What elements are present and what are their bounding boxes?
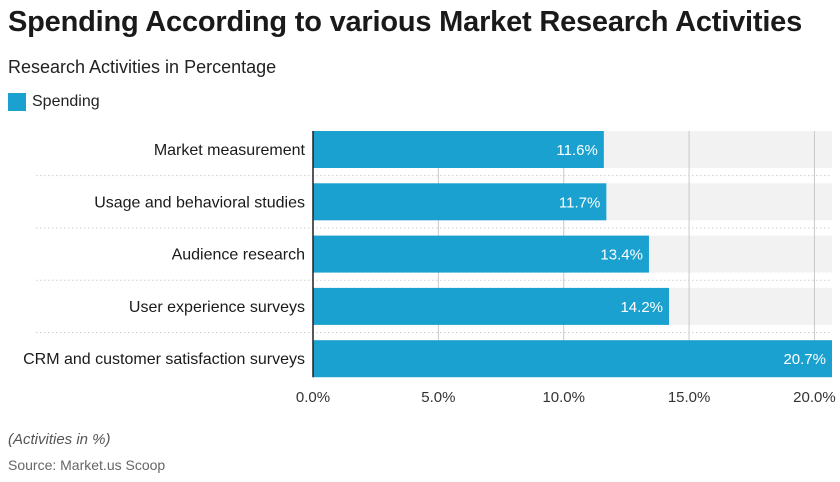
bar xyxy=(313,287,670,325)
legend: Spending xyxy=(8,93,100,111)
category-label: Market measurement xyxy=(154,142,306,159)
x-tick-label: 20.0% xyxy=(793,389,836,406)
legend-swatch xyxy=(8,93,26,111)
bar xyxy=(313,235,649,273)
category-label: Usage and behavioral studies xyxy=(94,194,305,211)
bar-value-label: 11.6% xyxy=(556,142,597,159)
x-tick-label: 0.0% xyxy=(296,389,330,406)
bar-value-label: 11.7% xyxy=(559,194,600,211)
bar xyxy=(313,183,607,221)
bar-value-label: 13.4% xyxy=(600,247,643,264)
bar xyxy=(313,131,604,168)
category-label: CRM and customer satisfaction surveys xyxy=(23,351,305,368)
category-label: User experience surveys xyxy=(129,299,305,316)
footnote: (Activities in %) xyxy=(8,431,111,448)
chart-title: Spending According to various Market Res… xyxy=(8,6,803,38)
legend-label: Spending xyxy=(32,93,100,110)
category-label: Audience research xyxy=(172,247,305,264)
bar xyxy=(313,340,832,378)
bar-value-label: 14.2% xyxy=(620,299,663,316)
x-tick-label: 10.0% xyxy=(542,389,585,406)
source-note: Source: Market.us Scoop xyxy=(8,457,166,473)
bar-value-label: 20.7% xyxy=(783,351,826,368)
x-tick-label: 5.0% xyxy=(421,389,455,406)
chart-subtitle: Research Activities in Percentage xyxy=(8,57,277,77)
bar-chart: 11.6% Market measurement 11.7% Usage and be… xyxy=(23,131,836,406)
x-tick-label: 15.0% xyxy=(668,389,711,406)
